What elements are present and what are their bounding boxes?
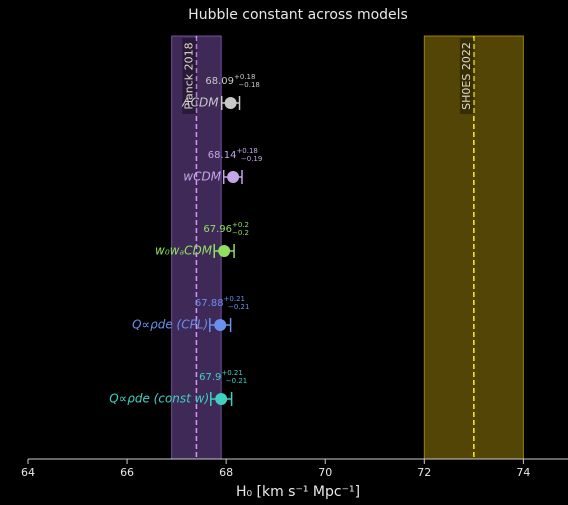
value-label: 68.14+0.18−0.19 <box>208 147 263 163</box>
x-tick-label: 64 <box>21 466 35 479</box>
value-text: 67.9 <box>199 372 221 383</box>
model-label: ΛCDM <box>181 96 219 110</box>
point <box>218 245 230 257</box>
chart: Hubble constant across models H₀ [km s⁻¹… <box>0 0 568 505</box>
x-tick-label: 66 <box>120 466 134 479</box>
err-plus-label: +0.21 <box>221 369 242 377</box>
band-label: SH0ES 2022 <box>460 42 473 110</box>
model-label: w₀wₐCDM <box>155 244 213 258</box>
value-label: 67.88+0.21−0.21 <box>195 295 250 311</box>
value-label: 67.96+0.2−0.2 <box>203 221 249 237</box>
value-text: 68.14 <box>208 150 237 161</box>
err-minus-label: −0.18 <box>238 81 259 89</box>
err-plus-label: +0.18 <box>236 147 257 155</box>
x-tick-label: 68 <box>219 466 233 479</box>
err-minus-label: −0.21 <box>226 377 247 385</box>
err-plus-label: +0.21 <box>224 295 245 303</box>
err-minus-label: −0.19 <box>241 155 262 163</box>
point <box>215 393 227 405</box>
err-plus-label: +0.2 <box>232 221 249 229</box>
value-label: 68.09+0.18−0.18 <box>205 73 260 89</box>
err-plus-label: +0.18 <box>234 73 255 81</box>
value-text: 68.09 <box>205 76 234 87</box>
x-tick-label: 70 <box>318 466 332 479</box>
point <box>225 97 237 109</box>
value-text: 67.88 <box>195 298 224 309</box>
x-tick-label: 74 <box>516 466 530 479</box>
err-minus-label: −0.21 <box>228 303 249 311</box>
model-label: Q∝ρde (const w) <box>109 392 209 406</box>
model-label: Q∝ρde (CPL) <box>132 318 208 332</box>
model-label: wCDM <box>183 170 221 184</box>
point <box>214 319 226 331</box>
value-text: 67.96 <box>203 224 232 235</box>
err-minus-label: −0.2 <box>232 229 249 237</box>
point <box>227 171 239 183</box>
chart-title: Hubble constant across models <box>188 7 408 23</box>
x-tick-label: 72 <box>417 466 431 479</box>
x-axis-label: H₀ [km s⁻¹ Mpc⁻¹] <box>236 484 360 500</box>
